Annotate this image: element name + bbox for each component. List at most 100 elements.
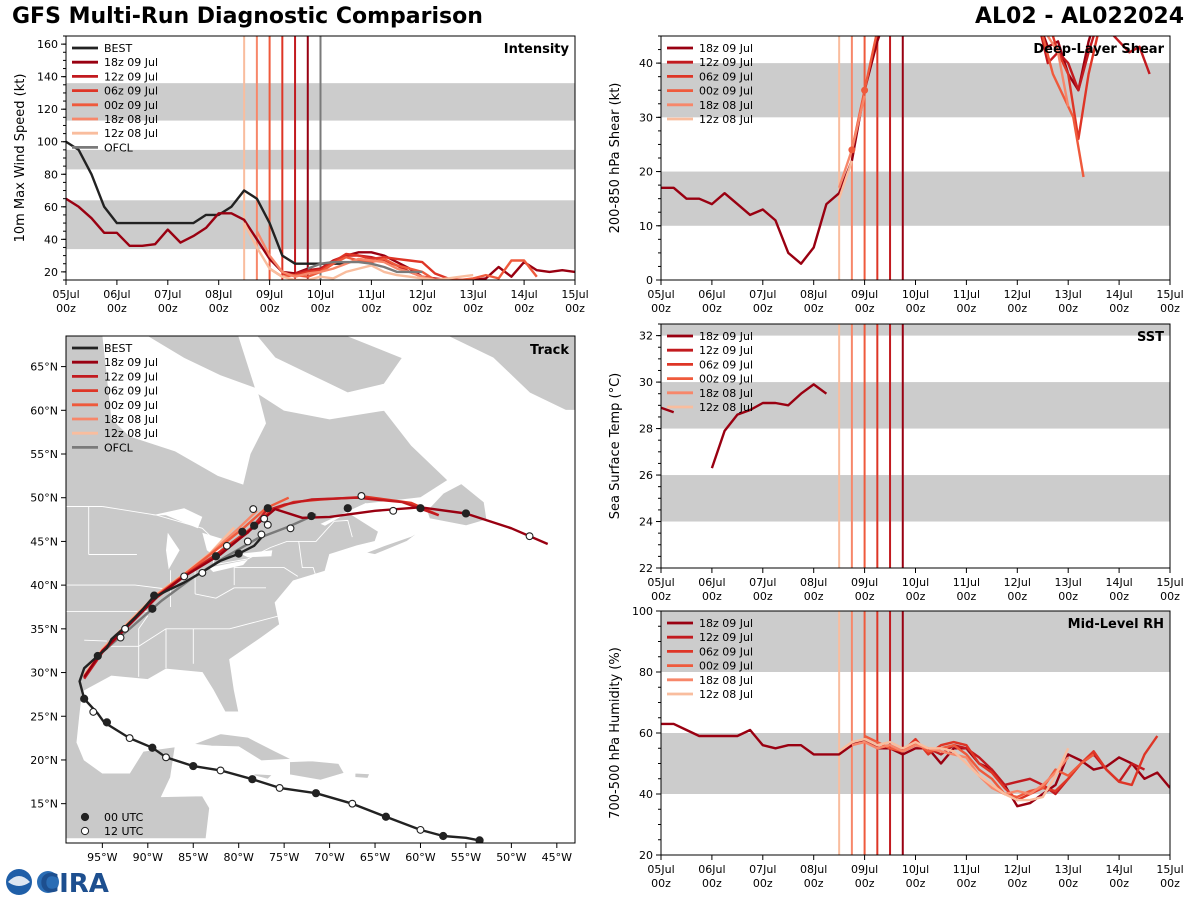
x-tick-label: 06Jul (698, 288, 725, 301)
y-axis-label: 200-850 hPa Shear (kt) (608, 83, 623, 234)
series-line (282, 252, 461, 280)
x-tick-label: 12Jul (409, 288, 436, 301)
track-point-00utc (439, 831, 448, 841)
panel-title: SST (1137, 330, 1164, 345)
series-line (661, 406, 675, 414)
x-tick-label: 00z (855, 590, 875, 603)
x-tick-label: 00z (1160, 302, 1180, 315)
track-point-12utc (89, 707, 98, 716)
shaded-band (661, 324, 1170, 336)
x-tick-label: 65°W (360, 851, 390, 864)
track-point-00utc (150, 591, 159, 600)
track-point-12utc (263, 520, 272, 529)
x-tick-label: 09Jul (851, 288, 878, 301)
x-tick-label: 90°W (133, 851, 163, 864)
y-tick-label: 100 (632, 605, 653, 618)
boundary-line (84, 639, 107, 642)
x-tick-label: 00z (412, 302, 432, 315)
chart-intensity: 2040608010012014016005Jul00z06Jul00z07Ju… (13, 35, 589, 315)
y-tick-label: 45°N (30, 535, 58, 548)
x-tick-label: 11Jul (953, 576, 980, 589)
x-tick-label: 00z (1058, 590, 1078, 603)
shaded-band (661, 475, 1170, 522)
series-line (1042, 36, 1092, 92)
x-tick-label: 10Jul (902, 288, 929, 301)
legend-label: 12z 09 Jul (104, 370, 158, 383)
x-tick-label: 00z (1160, 877, 1180, 890)
track-point-12utc (121, 624, 130, 633)
water-body (102, 336, 267, 485)
x-tick-label: 00z (957, 877, 977, 890)
track-point-12utc (249, 505, 258, 514)
chart-track: 95°W 90°W 85°W 80°W 75°W 70°W 65°W 60°W 55°W 50°W… (30, 335, 576, 864)
track-point-12utc (162, 753, 170, 762)
y-tick-label: 20 (639, 849, 653, 862)
x-tick-label: 06Jul (698, 863, 725, 876)
x-tick-label: 00z (702, 590, 722, 603)
track-point-00utc (461, 509, 471, 518)
x-tick-label: 05Jul (647, 863, 674, 876)
boundary-line (106, 615, 280, 647)
chart-rh: 2040608010005Jul00z06Jul00z07Jul00z08Jul… (608, 605, 1184, 890)
legend-label: 18z 09 Jul (104, 56, 158, 69)
legend-label: 12z 08 Jul (104, 127, 158, 140)
x-tick-label: 08Jul (800, 288, 827, 301)
legend-label: 12z 09 Jul (699, 56, 753, 69)
legend-label: 00z 09 Jul (699, 660, 753, 673)
y-tick-label: 0 (646, 274, 653, 287)
x-tick-label: 00z (906, 302, 926, 315)
track-point-12utc (525, 532, 534, 541)
track-point-00utc (263, 504, 272, 513)
boundary-line (138, 615, 149, 677)
legend-label: 06z 09 Jul (699, 645, 753, 658)
x-tick-label: 00z (753, 302, 773, 315)
y-tick-label: 30 (639, 376, 653, 389)
x-tick-label: 13Jul (1055, 288, 1082, 301)
y-tick-label: 55°N (30, 448, 58, 461)
land-mass (66, 336, 449, 839)
land-mass (256, 336, 403, 394)
x-tick-label: 12Jul (1004, 288, 1031, 301)
x-tick-label: 00z (1058, 302, 1078, 315)
data-point (861, 86, 869, 94)
x-tick-label: 07Jul (749, 288, 776, 301)
y-axis-label: 10m Max Wind Speed (kt) (13, 74, 28, 243)
legend-label: 18z 08 Jul (104, 113, 158, 126)
x-tick-label: 00z (804, 590, 824, 603)
land-mass (354, 772, 371, 779)
legend-label: BEST (104, 342, 132, 355)
land-mass (447, 336, 575, 411)
track-point-12utc (116, 633, 125, 642)
x-tick-label: 00z (957, 302, 977, 315)
x-tick-label: 15Jul (1156, 863, 1183, 876)
legend-label: 00z 09 Jul (104, 399, 158, 412)
track-point-00utc (381, 812, 391, 821)
x-tick-label: 13Jul (460, 288, 487, 301)
y-tick-label: 25°N (30, 710, 58, 723)
x-tick-label: 00z (651, 590, 671, 603)
legend-marker-label: 00 UTC (104, 811, 144, 824)
shaded-band (661, 382, 1170, 429)
series-line (710, 383, 828, 469)
x-tick-label: 00z (565, 302, 585, 315)
track-point-12utc (389, 506, 398, 515)
land-mass (193, 733, 293, 762)
panel-title: Mid-Level RH (1068, 617, 1164, 632)
plot-frame (65, 335, 576, 844)
y-tick-label: 35°N (30, 623, 58, 636)
y-axis-label: Sea Surface Temp (°C) (608, 373, 623, 520)
x-tick-label: 70°W (314, 851, 344, 864)
x-tick-label: 00z (107, 302, 127, 315)
boundary-line (233, 567, 299, 586)
x-tick-label: 12Jul (1004, 863, 1031, 876)
x-tick-label: 00z (463, 302, 483, 315)
x-tick-label: 09Jul (851, 863, 878, 876)
y-tick-label: 30 (639, 111, 653, 124)
x-tick-label: 06Jul (698, 576, 725, 589)
legend-label: 18z 08 Jul (699, 674, 753, 687)
page-title: GFS Multi-Run Diagnostic Comparison (12, 4, 483, 29)
x-tick-label: 00z (260, 302, 280, 315)
panel-title: Track (530, 343, 569, 358)
x-tick-label: 00z (651, 877, 671, 890)
